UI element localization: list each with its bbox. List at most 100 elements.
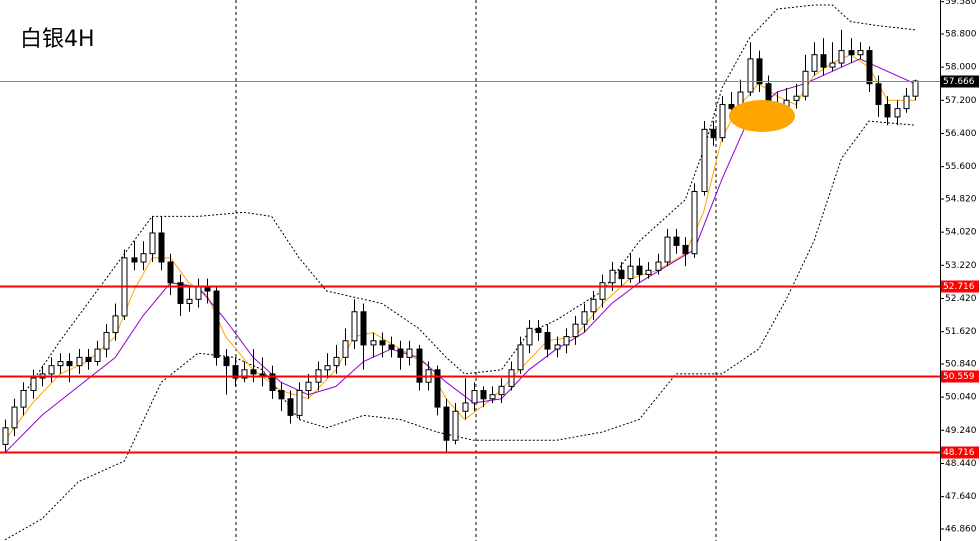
candle-body	[223, 356, 230, 367]
candle-body	[296, 390, 303, 416]
candle-body	[645, 269, 652, 275]
candle-body	[894, 108, 901, 118]
y-tick-label: 58.800	[945, 29, 977, 39]
candle-body	[112, 315, 119, 333]
candle-body	[48, 365, 55, 375]
candle-body	[884, 103, 891, 118]
y-tick-label: 47.640	[945, 492, 977, 502]
candle-body	[342, 340, 349, 358]
candle-body	[554, 344, 561, 350]
candle-body	[333, 356, 340, 367]
bollinger-band	[4, 120, 916, 541]
candle-body	[259, 373, 266, 376]
level-label: 52.716	[943, 282, 975, 292]
candle-body	[848, 50, 855, 56]
candle-body	[563, 336, 570, 346]
candle-body	[627, 265, 634, 280]
candle-body	[866, 50, 873, 85]
candle-body	[232, 365, 239, 379]
candle-body	[30, 377, 37, 392]
candle-body	[360, 311, 367, 346]
y-tick-label: 51.620	[945, 327, 977, 337]
candle-body	[811, 54, 818, 72]
highlight	[729, 100, 795, 132]
candle-body	[480, 390, 487, 400]
candle-body	[728, 103, 735, 110]
y-tick-label: 59.580	[945, 0, 977, 7]
candle-body	[452, 410, 459, 441]
candle-body	[701, 128, 708, 193]
candle-body	[241, 369, 248, 379]
candle-body	[609, 269, 616, 284]
candle-body	[57, 360, 64, 367]
candle-body	[213, 290, 220, 358]
candle-body	[76, 356, 83, 367]
y-tick-label: 58.000	[945, 63, 977, 73]
candle-body	[406, 348, 413, 358]
candle-body	[756, 58, 763, 85]
candle-body	[664, 236, 671, 263]
y-tick-label: 50.040	[945, 393, 977, 403]
candle-body	[94, 348, 101, 362]
candle-body	[250, 369, 257, 375]
candle-body	[498, 385, 505, 396]
candle-body	[2, 427, 9, 445]
candle-body	[397, 348, 404, 358]
candle-body	[802, 70, 809, 97]
current-price-label: 57.666	[943, 77, 975, 87]
candle-body	[269, 373, 276, 392]
y-tick-label: 48.440	[945, 459, 977, 469]
candle-body	[131, 257, 138, 263]
candle-body	[324, 365, 331, 371]
candle-body	[526, 327, 533, 346]
candle-body	[434, 369, 441, 408]
candle-body	[462, 402, 469, 412]
level-label: 48.716	[943, 448, 975, 458]
candle-body	[875, 83, 882, 105]
candle-body	[186, 298, 193, 304]
candle-body	[508, 369, 515, 387]
y-tick-label: 54.020	[945, 228, 977, 238]
bollinger-band	[22, 4, 916, 395]
candle-body	[719, 103, 726, 139]
candle-body	[655, 261, 662, 271]
y-tick-label: 57.200	[945, 96, 977, 106]
y-tick-label: 46.860	[945, 524, 977, 534]
candle-body	[379, 340, 386, 346]
candle-body	[167, 261, 174, 284]
y-tick-label: 54.820	[945, 194, 977, 204]
candle-body	[590, 298, 597, 313]
y-tick-label: 49.240	[945, 426, 977, 436]
candle-body	[158, 232, 165, 263]
candle-body	[351, 311, 358, 342]
candle-body	[599, 282, 606, 300]
candle-body	[517, 344, 524, 371]
candle-body	[903, 95, 910, 110]
candle-body	[195, 286, 202, 300]
y-tick-label: 53.220	[945, 261, 977, 271]
candle-body	[287, 398, 294, 416]
y-tick-label: 52.420	[945, 294, 977, 304]
level-label-box	[941, 280, 979, 293]
candle-body	[572, 323, 579, 338]
candle-body	[682, 244, 689, 255]
candle-body	[11, 406, 18, 429]
candle-body	[544, 331, 551, 350]
candle-body	[636, 265, 643, 275]
candle-body	[535, 327, 542, 333]
y-tick-label: 56.400	[945, 129, 977, 139]
candle-body	[140, 253, 147, 263]
chart-title: 白银4H	[20, 27, 95, 52]
level-label-box	[941, 446, 979, 459]
candle-body	[66, 360, 73, 367]
candle-body	[149, 232, 156, 255]
level-label-box	[941, 370, 979, 383]
plot	[2, 4, 919, 541]
candle-body	[673, 236, 680, 246]
candle-body	[618, 269, 625, 280]
candle-body	[177, 282, 184, 304]
candle-body	[388, 344, 395, 350]
